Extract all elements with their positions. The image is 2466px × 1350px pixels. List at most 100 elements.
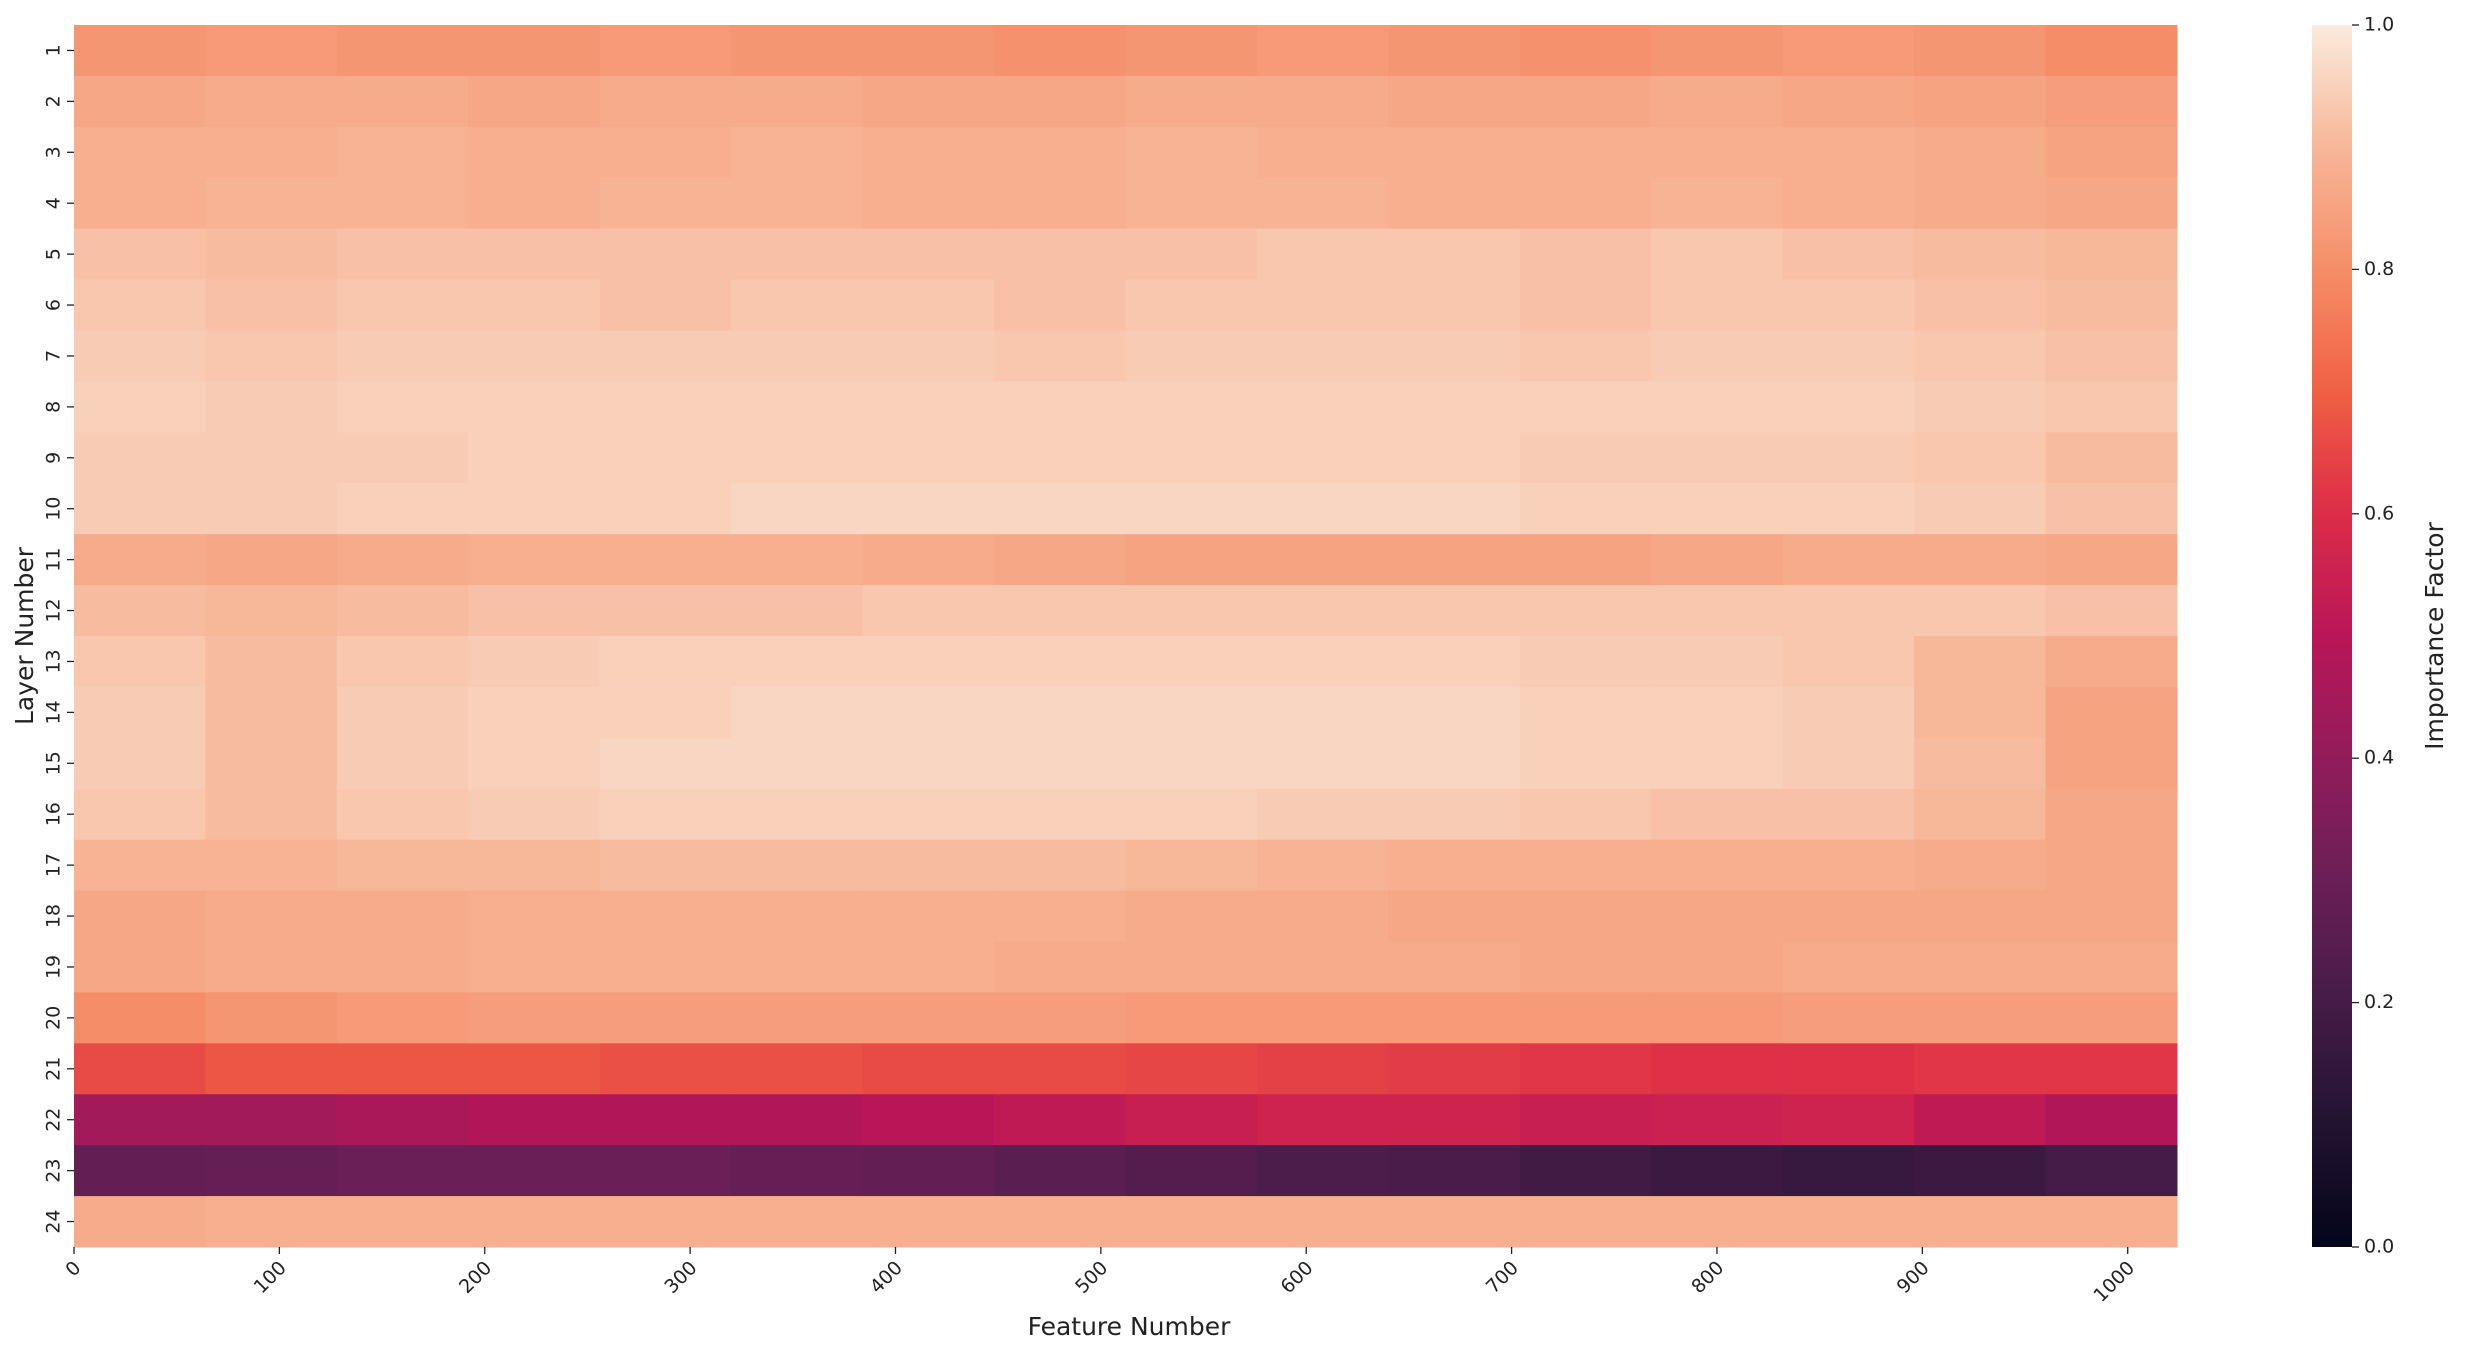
heatmap-cell	[1782, 992, 1915, 1044]
heatmap-cell	[1256, 25, 1389, 77]
heatmap-cell	[1519, 1094, 1652, 1146]
heatmap-cell	[1782, 788, 1915, 841]
heatmap-cell	[1256, 1043, 1389, 1095]
heatmap-cell	[1388, 686, 1521, 739]
heatmap-cell	[1256, 1094, 1389, 1146]
heatmap-cell	[74, 788, 206, 841]
heatmap-cell	[862, 636, 995, 688]
heatmap-cell	[2045, 890, 2178, 942]
heatmap-cell	[74, 177, 206, 230]
heatmap-cell	[1914, 25, 2047, 77]
heatmap-cell	[1519, 432, 1652, 484]
heatmap-cell	[994, 839, 1126, 892]
heatmap-cell	[1388, 25, 1521, 77]
heatmap-cell	[205, 1043, 338, 1095]
heatmap-cell	[1388, 534, 1521, 586]
heatmap-cell	[2045, 839, 2178, 892]
heatmap-cell	[2045, 941, 2178, 993]
heatmap-cell	[599, 1196, 732, 1248]
heatmap-cell	[1651, 686, 1784, 739]
heatmap-cell	[2045, 686, 2178, 739]
x-tick-label: 500	[1071, 1257, 1112, 1298]
heatmap-cell	[599, 432, 732, 484]
colorbar-tick-label: 0.0	[2364, 1236, 2394, 1258]
heatmap-cell	[1651, 890, 1784, 942]
heatmap-cell	[731, 1145, 864, 1197]
heatmap-cell	[205, 686, 338, 739]
heatmap-cell	[205, 839, 338, 892]
colorbar-tick-label: 0.4	[2364, 747, 2394, 769]
heatmap-cell	[468, 1196, 601, 1248]
heatmap-cell	[862, 992, 995, 1044]
heatmap-cell	[1782, 1145, 1915, 1197]
heatmap-cell	[1125, 330, 1258, 382]
y-tick-label: 19	[43, 955, 65, 979]
y-tick-label: 2	[43, 95, 65, 107]
heatmap-cell	[731, 737, 864, 790]
heatmap-cell	[1519, 483, 1652, 535]
heatmap-cell	[336, 992, 469, 1044]
heatmap-cell	[1256, 1145, 1389, 1197]
heatmap-cell	[74, 686, 206, 739]
heatmap-cell	[1914, 177, 2047, 230]
heatmap-cell	[1782, 1043, 1915, 1095]
heatmap-cell	[205, 788, 338, 841]
heatmap-cell	[1388, 483, 1521, 535]
heatmap-cell	[1256, 177, 1389, 230]
heatmap-cell	[1914, 585, 2047, 637]
heatmap-cell	[1782, 126, 1915, 179]
colorbar-tick-label: 1.0	[2364, 14, 2394, 36]
heatmap-cell	[1651, 737, 1784, 790]
heatmap-cell	[994, 890, 1126, 942]
heatmap-cell	[1388, 1043, 1521, 1095]
heatmap-cell	[731, 330, 864, 382]
y-tick-label: 22	[43, 1108, 65, 1132]
heatmap-cell	[336, 534, 469, 586]
heatmap-cell	[862, 432, 995, 484]
heatmap-cell	[2045, 381, 2178, 433]
heatmap-cell	[2045, 126, 2178, 179]
heatmap-cell	[862, 126, 995, 179]
heatmap-cell	[2045, 636, 2178, 688]
y-tick-label: 11	[43, 548, 65, 572]
heatmap-cell	[1651, 534, 1784, 586]
heatmap-cell	[1125, 636, 1258, 688]
heatmap-cell	[74, 483, 206, 535]
heatmap-cell	[599, 126, 732, 179]
x-tick-label: 600	[1276, 1257, 1317, 1298]
heatmap-cell	[862, 279, 995, 331]
heatmap-cell	[1388, 432, 1521, 484]
heatmap-cell	[74, 126, 206, 179]
heatmap-cell	[1125, 126, 1258, 179]
heatmap-cell	[1256, 941, 1389, 993]
heatmap-cell	[1651, 1094, 1784, 1146]
heatmap-cell	[994, 737, 1126, 790]
heatmap-cell	[74, 330, 206, 382]
heatmap-cell	[1388, 788, 1521, 841]
heatmap-cell	[1782, 534, 1915, 586]
heatmap-cell	[468, 534, 601, 586]
heatmap-cell	[599, 279, 732, 331]
heatmap-cell	[468, 483, 601, 535]
heatmap-cell	[468, 737, 601, 790]
heatmap-cell	[2045, 1145, 2178, 1197]
heatmap-cell	[1651, 839, 1784, 892]
heatmap-cell	[74, 432, 206, 484]
x-tick-label: 1000	[2089, 1257, 2139, 1307]
heatmap-cell	[468, 1145, 601, 1197]
heatmap-cell	[1914, 228, 2047, 281]
heatmap-cell	[1782, 941, 1915, 993]
heatmap-cell	[731, 126, 864, 179]
heatmap-cell	[1782, 1196, 1915, 1248]
heatmap-cell	[468, 585, 601, 637]
heatmap-cell	[1256, 890, 1389, 942]
heatmap-cell	[731, 381, 864, 433]
heatmap-cell	[994, 992, 1126, 1044]
heatmap-cell	[994, 228, 1126, 281]
heatmap-cell	[205, 636, 338, 688]
y-tick-label: 10	[43, 497, 65, 521]
heatmap-cell	[994, 483, 1126, 535]
heatmap-cell	[599, 788, 732, 841]
heatmap-cell	[1914, 534, 2047, 586]
heatmap-cell	[205, 941, 338, 993]
